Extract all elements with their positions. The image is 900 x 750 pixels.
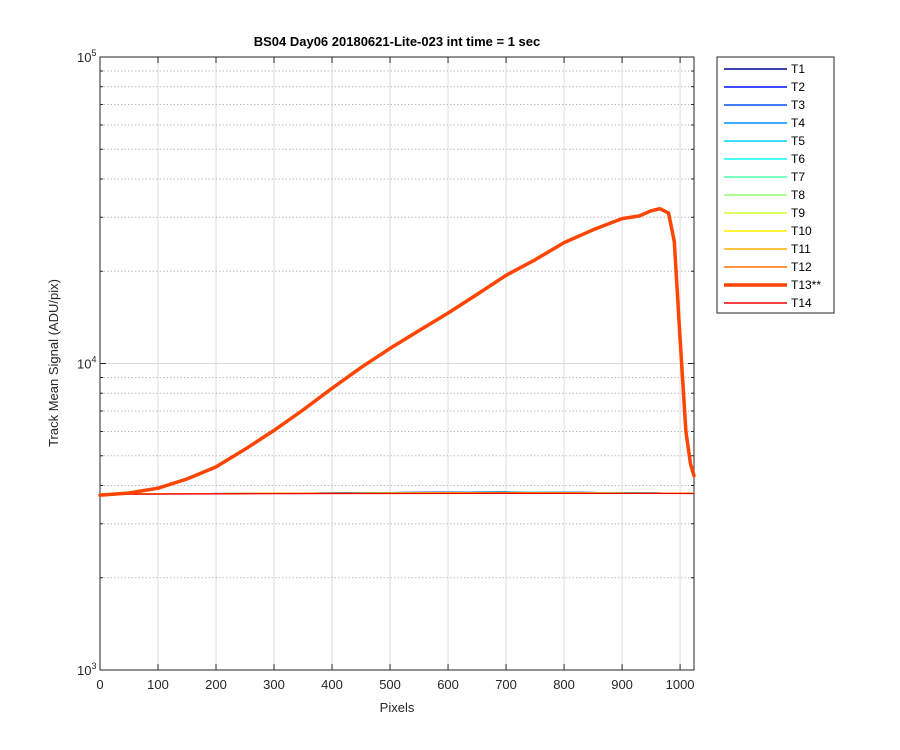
y-axis-title: Track Mean Signal (ADU/pix)	[46, 279, 61, 447]
legend-label-t11: T11	[791, 242, 811, 256]
legend-label-t1: T1	[791, 62, 805, 76]
legend: T1 T2 T3 T4 T5 T6 T7 T8 T9 T10 T11 T12 T13** T14	[716, 56, 835, 314]
y-tick-label: 104	[77, 355, 96, 372]
legend-label-t6: T6	[791, 152, 805, 166]
x-tick-label: 200	[205, 677, 227, 692]
y-tick-label: 103	[77, 661, 96, 678]
legend-label-t14: T14	[791, 296, 812, 310]
legend-label-t13: T13**	[791, 278, 821, 292]
legend-label-t7: T7	[791, 170, 805, 184]
legend-label-t4: T4	[791, 116, 805, 130]
x-tick-label: 600	[437, 677, 459, 692]
x-tick-label: 900	[611, 677, 633, 692]
x-tick-label: 700	[495, 677, 517, 692]
legend-label-t3: T3	[791, 98, 805, 112]
series-line-t13	[98, 206, 696, 497]
x-tick-label: 800	[553, 677, 575, 692]
x-tick-label: 0	[96, 677, 103, 692]
legend-label-t2: T2	[791, 80, 805, 94]
legend-box	[716, 56, 835, 314]
legend-label-t8: T8	[791, 188, 805, 202]
y-tick-label: 105	[77, 48, 96, 65]
x-tick-label: 400	[321, 677, 343, 692]
legend-label-t10: T10	[791, 224, 812, 238]
chart-title: BS04 Day06 20180621-Lite-023 int time = …	[254, 34, 541, 49]
x-tick-label: 500	[379, 677, 401, 692]
x-tick-label: 100	[147, 677, 169, 692]
legend-label-t12: T12	[791, 260, 812, 274]
ticks: 0 100 200 300 400 500 600 700 800 900 1000 103 104 10…	[77, 48, 695, 692]
x-axis-title: Pixels	[380, 700, 415, 715]
x-tick-label: 300	[263, 677, 285, 692]
x-tick-label: 1000	[666, 677, 695, 692]
legend-label-t5: T5	[791, 134, 805, 148]
series-lines	[98, 206, 696, 497]
series-line-t14	[99, 492, 695, 495]
legend-label-t9: T9	[791, 206, 805, 220]
